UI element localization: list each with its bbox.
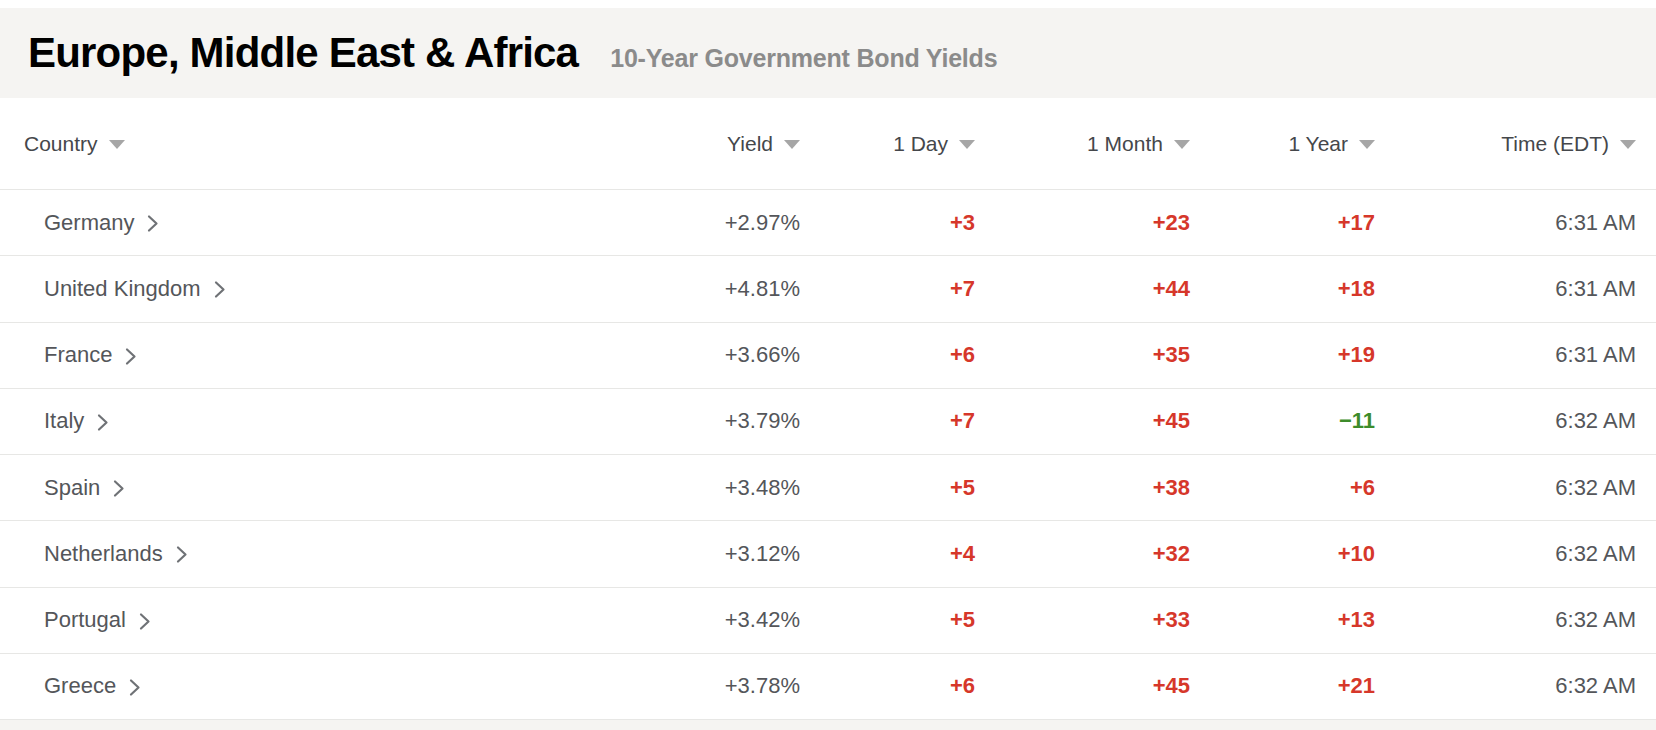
chevron-right-icon (129, 678, 141, 697)
country-cell[interactable]: Italy (0, 408, 620, 434)
section-header: Europe, Middle East & Africa 10-Year Gove… (0, 8, 1656, 98)
chevron-right-icon (214, 280, 226, 299)
chevron-right-icon (176, 545, 188, 564)
time-value: 6:32 AM (1375, 607, 1636, 633)
one-year-change: +10 (1190, 541, 1375, 567)
country-cell[interactable]: Netherlands (0, 541, 620, 567)
one-year-change: +19 (1190, 342, 1375, 368)
time-value: 6:32 AM (1375, 408, 1636, 434)
column-label: Country (24, 132, 98, 156)
country-cell[interactable]: Germany (0, 210, 620, 236)
table-row: Greece +3.78% +6 +45 +21 6:32 AM (0, 654, 1656, 720)
one-day-change: +3 (800, 210, 975, 236)
table-row: Portugal +3.42% +5 +33 +13 6:32 AM (0, 588, 1656, 654)
one-month-change: +35 (975, 342, 1190, 368)
column-label: 1 Day (893, 132, 948, 156)
one-year-change: +13 (1190, 607, 1375, 633)
time-value: 6:32 AM (1375, 475, 1636, 501)
table-row: Spain +3.48% +5 +38 +6 6:32 AM (0, 455, 1656, 521)
table-row: Germany +2.97% +3 +23 +17 6:31 AM (0, 190, 1656, 256)
triangle-down-icon[interactable] (1620, 140, 1636, 149)
one-year-change: +21 (1190, 673, 1375, 699)
one-day-change: +6 (800, 673, 975, 699)
one-month-change: +38 (975, 475, 1190, 501)
one-day-change: +4 (800, 541, 975, 567)
one-month-change: +45 (975, 408, 1190, 434)
chevron-right-icon (97, 413, 109, 432)
one-month-change: +23 (975, 210, 1190, 236)
table-row: Italy +3.79% +7 +45 −11 6:32 AM (0, 389, 1656, 455)
page-title: Europe, Middle East & Africa (28, 29, 578, 76)
triangle-down-icon[interactable] (959, 140, 975, 149)
one-year-change: +18 (1190, 276, 1375, 302)
table-body: Germany +2.97% +3 +23 +17 6:31 AM United… (0, 190, 1656, 720)
time-value: 6:32 AM (1375, 541, 1636, 567)
chevron-right-icon (113, 479, 125, 498)
yield-value: +3.66% (620, 342, 800, 368)
one-day-change: +7 (800, 408, 975, 434)
triangle-down-icon[interactable] (784, 140, 800, 149)
country-cell[interactable]: Spain (0, 475, 620, 501)
one-month-change: +33 (975, 607, 1190, 633)
column-header-1-year[interactable]: 1 Year (1190, 132, 1375, 156)
column-header-time-edt[interactable]: Time (EDT) (1375, 132, 1636, 156)
chevron-right-icon (125, 347, 137, 366)
column-header-1-day[interactable]: 1 Day (800, 132, 975, 156)
time-value: 6:31 AM (1375, 276, 1636, 302)
yield-value: +3.48% (620, 475, 800, 501)
column-label: 1 Month (1087, 132, 1163, 156)
one-day-change: +5 (800, 475, 975, 501)
country-cell[interactable]: France (0, 342, 620, 368)
one-month-change: +44 (975, 276, 1190, 302)
chevron-right-icon (139, 612, 151, 631)
page-subtitle: 10-Year Government Bond Yields (610, 44, 997, 72)
one-year-change: +6 (1190, 475, 1375, 501)
column-header-country[interactable]: Country (0, 132, 620, 156)
column-header-yield[interactable]: Yield (620, 132, 800, 156)
country-link[interactable]: Netherlands (44, 541, 163, 567)
table-row: United Kingdom +4.81% +7 +44 +18 6:31 AM (0, 256, 1656, 322)
yield-value: +3.12% (620, 541, 800, 567)
country-link[interactable]: Greece (44, 673, 116, 699)
one-month-change: +45 (975, 673, 1190, 699)
country-link[interactable]: Spain (44, 475, 100, 501)
one-day-change: +7 (800, 276, 975, 302)
chevron-right-icon (147, 214, 159, 233)
column-label: 1 Year (1288, 132, 1348, 156)
yield-value: +2.97% (620, 210, 800, 236)
time-value: 6:31 AM (1375, 210, 1636, 236)
table-row: France +3.66% +6 +35 +19 6:31 AM (0, 323, 1656, 389)
column-label: Time (EDT) (1501, 132, 1609, 156)
one-year-change: −11 (1190, 408, 1375, 434)
bond-yields-table: Country Yield 1 Day 1 Month 1 Year Time … (0, 98, 1656, 720)
column-header-1-month[interactable]: 1 Month (975, 132, 1190, 156)
country-cell[interactable]: United Kingdom (0, 276, 620, 302)
triangle-down-icon[interactable] (109, 140, 125, 149)
yield-value: +4.81% (620, 276, 800, 302)
country-cell[interactable]: Greece (0, 673, 620, 699)
yield-value: +3.78% (620, 673, 800, 699)
country-link[interactable]: Italy (44, 408, 84, 434)
one-month-change: +32 (975, 541, 1190, 567)
yield-value: +3.42% (620, 607, 800, 633)
next-section-edge (0, 720, 1656, 730)
triangle-down-icon[interactable] (1174, 140, 1190, 149)
country-link[interactable]: Portugal (44, 607, 126, 633)
time-value: 6:31 AM (1375, 342, 1636, 368)
country-link[interactable]: Germany (44, 210, 134, 236)
table-header-row: Country Yield 1 Day 1 Month 1 Year Time … (0, 98, 1656, 190)
table-row: Netherlands +3.12% +4 +32 +10 6:32 AM (0, 521, 1656, 587)
one-day-change: +5 (800, 607, 975, 633)
country-cell[interactable]: Portugal (0, 607, 620, 633)
time-value: 6:32 AM (1375, 673, 1636, 699)
column-label: Yield (727, 132, 773, 156)
top-margin (0, 0, 1656, 8)
one-year-change: +17 (1190, 210, 1375, 236)
one-day-change: +6 (800, 342, 975, 368)
yield-value: +3.79% (620, 408, 800, 434)
triangle-down-icon[interactable] (1359, 140, 1375, 149)
country-link[interactable]: France (44, 342, 112, 368)
country-link[interactable]: United Kingdom (44, 276, 201, 302)
